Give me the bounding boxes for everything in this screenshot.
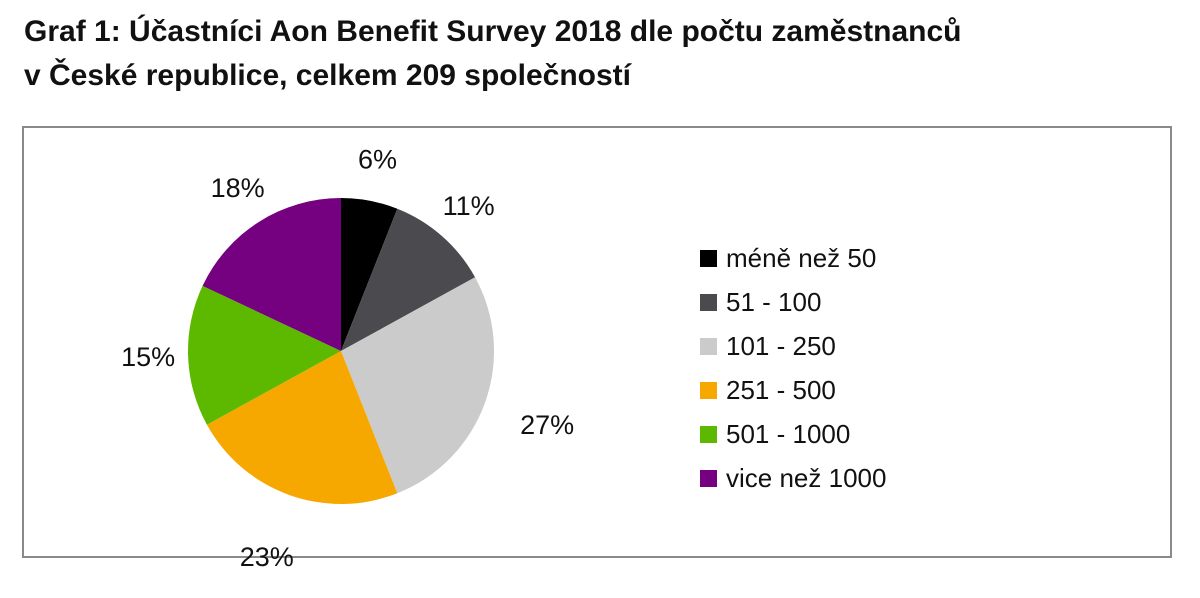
data-label-251-500: 23% bbox=[240, 542, 294, 572]
legend-item-gt-1000: vice než 1000 bbox=[700, 456, 886, 500]
pie-slice-51-100 bbox=[341, 208, 476, 351]
pie-slice-101-250 bbox=[341, 277, 494, 494]
legend-label: 501 - 1000 bbox=[726, 418, 851, 449]
legend-swatch bbox=[700, 381, 717, 399]
pie-slice-lt-50 bbox=[341, 198, 398, 351]
pie-slice-251-500 bbox=[206, 351, 398, 505]
legend-item-251-500: 251 - 500 bbox=[700, 368, 886, 412]
legend-label: 251 - 500 bbox=[726, 374, 836, 405]
pie-slice-gt-1000 bbox=[202, 198, 341, 351]
chart-title-line-1: Graf 1: Účastníci Aon Benefit Survey 201… bbox=[24, 15, 962, 48]
legend-swatch bbox=[700, 293, 717, 311]
legend-item-101-250: 101 - 250 bbox=[700, 324, 886, 368]
legend-label: méně než 50 bbox=[726, 242, 877, 273]
legend-swatch bbox=[700, 469, 717, 487]
data-label-lt-50: 6% bbox=[358, 145, 397, 175]
legend-item-51-100: 51 - 100 bbox=[700, 280, 886, 324]
chart-title-line-2: v České republice, celkem 209 společnost… bbox=[24, 59, 631, 92]
legend-swatch bbox=[700, 249, 717, 267]
data-label-101-250: 27% bbox=[520, 410, 574, 440]
legend-label: 51 - 100 bbox=[726, 286, 822, 317]
data-label-501-1000: 15% bbox=[121, 342, 175, 372]
legend-swatch bbox=[700, 337, 717, 355]
data-label-51-100: 11% bbox=[443, 191, 495, 221]
chart-legend: méně než 50 51 - 100 101 - 250 251 - 500 501… bbox=[700, 236, 886, 500]
legend-item-lt-50: méně než 50 bbox=[700, 236, 886, 280]
legend-swatch bbox=[700, 425, 717, 443]
legend-item-501-1000: 501 - 1000 bbox=[700, 412, 886, 456]
legend-label: vice než 1000 bbox=[726, 462, 887, 493]
data-label-gt-1000: 18% bbox=[211, 173, 265, 203]
legend-label: 101 - 250 bbox=[726, 330, 836, 361]
chart-title: Graf 1: Účastníci Aon Benefit Survey 201… bbox=[24, 10, 1184, 98]
pie-slice-501-1000 bbox=[188, 285, 341, 425]
